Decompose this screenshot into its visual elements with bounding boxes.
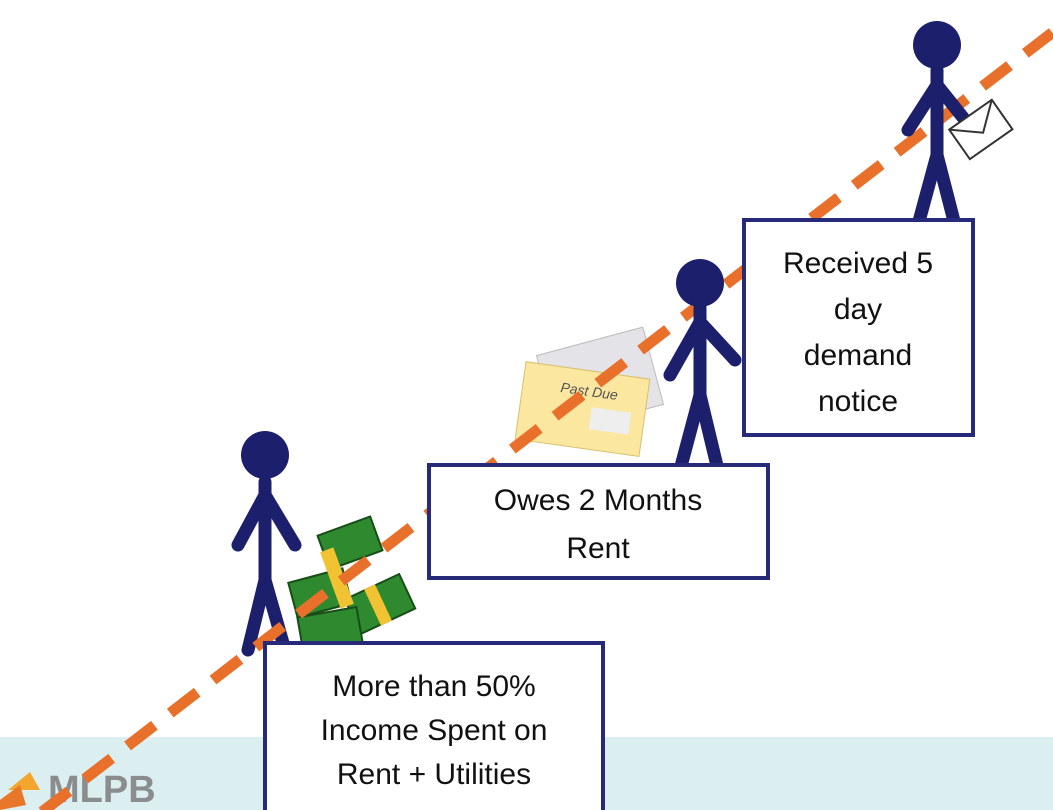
stick-figure	[670, 259, 735, 470]
step-text: More than 50% Income Spent on Rent + Utili…	[321, 670, 548, 791]
step-line: More than 50%	[332, 670, 535, 703]
slide: MLPB Past Due	[0, 0, 1053, 810]
page: MLPB Past Due	[0, 0, 1053, 810]
step-line: day	[834, 293, 882, 326]
stick-figure	[908, 21, 965, 225]
stick-figure	[238, 431, 295, 650]
step-line: Rent + Utilities	[337, 758, 531, 791]
step-line: Owes 2 Months	[494, 484, 702, 517]
step-line: Rent	[566, 532, 630, 565]
step-line: Income Spent on	[321, 714, 548, 747]
step-line: notice	[818, 385, 898, 418]
step-line: demand	[804, 339, 912, 372]
step-line: Received 5	[783, 247, 933, 280]
